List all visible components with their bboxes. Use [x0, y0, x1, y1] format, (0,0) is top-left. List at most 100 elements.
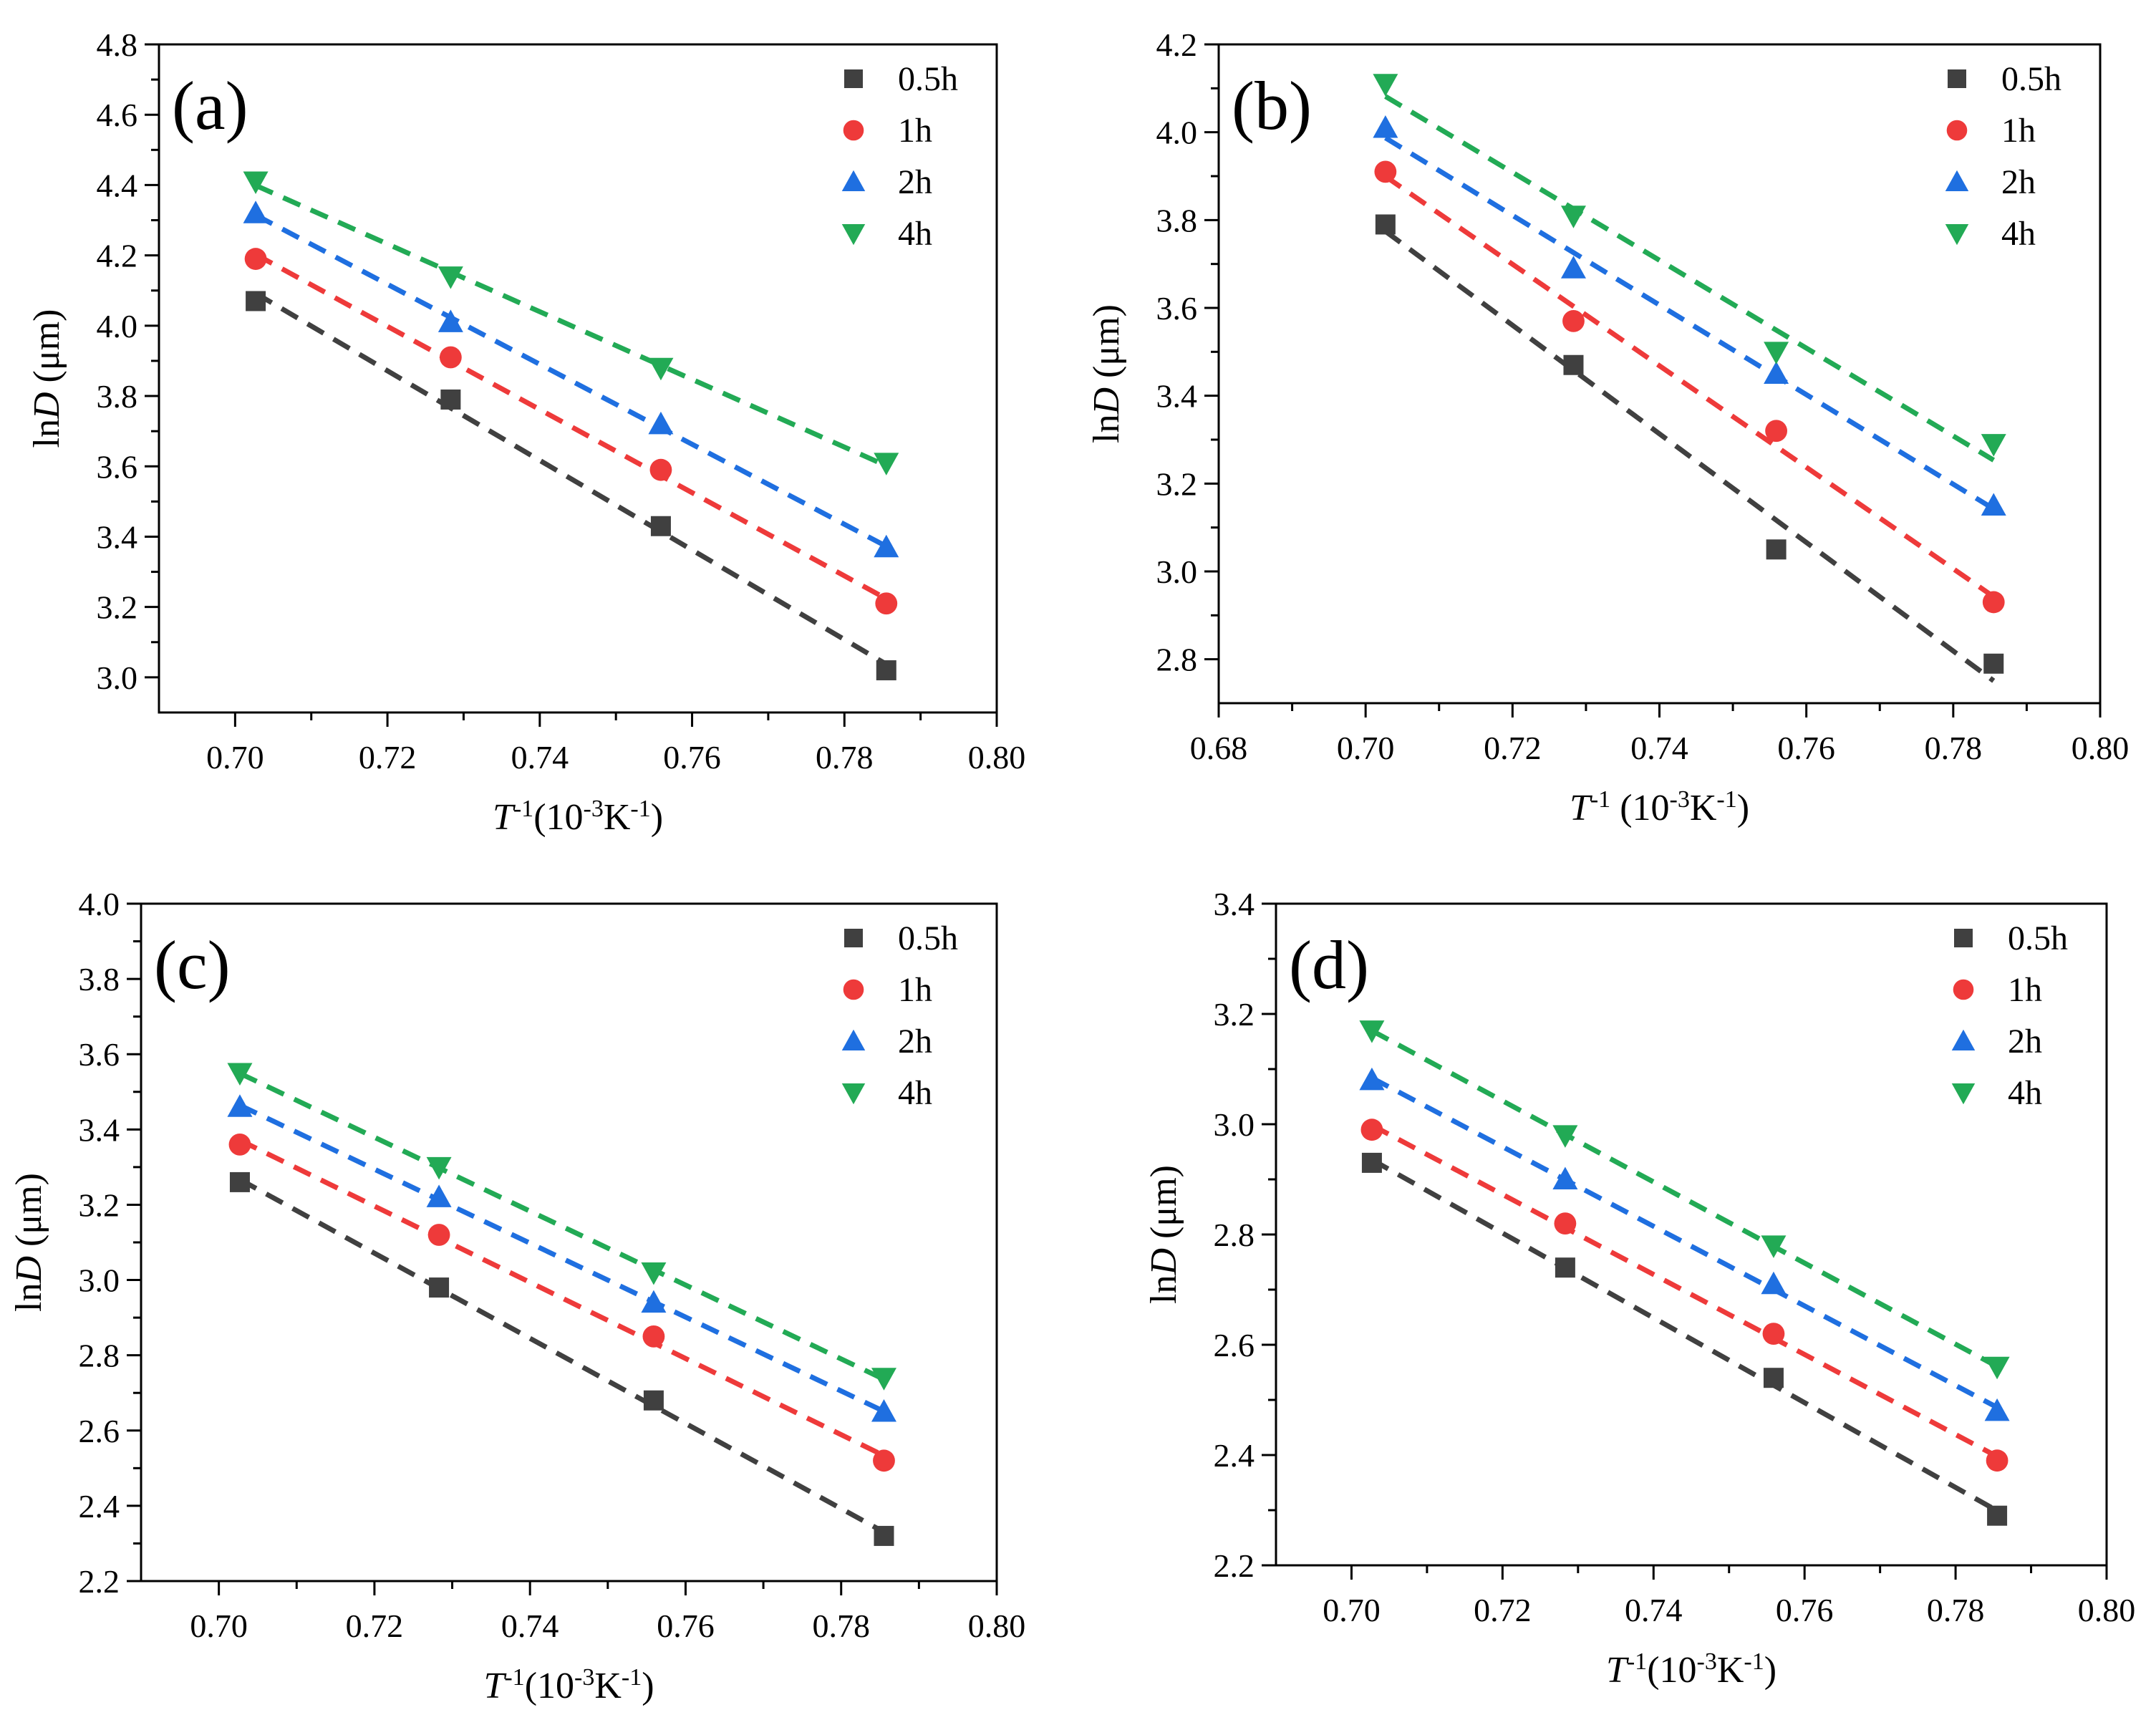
legend-marker-1h [1946, 120, 1968, 141]
y-tick-label: 3.6 [97, 448, 138, 485]
data-point-0.5h [1375, 214, 1396, 235]
x-tick-label: 0.78 [1925, 730, 1983, 766]
x-tick-label: 0.74 [511, 739, 569, 775]
y-tick-label: 3.6 [79, 1036, 120, 1073]
data-point-2h [243, 200, 269, 223]
data-point-0.5h [429, 1277, 450, 1298]
x-axis-title-var: T [493, 797, 516, 838]
data-point-4h [1560, 206, 1586, 228]
data-point-0.5h [874, 1525, 894, 1546]
legend-label: 4h [2008, 1074, 2042, 1112]
fit-line-1h [1371, 1123, 1998, 1459]
data-point-1h [439, 346, 462, 369]
y-axis-title-text: (μm) [26, 309, 67, 392]
x-axis-title-sup: -1 [1716, 786, 1736, 813]
x-axis-title-sup: -3 [574, 1664, 594, 1691]
data-point-0.5h [650, 516, 671, 536]
legend: 0.5h 1h 2h 4h [841, 60, 958, 253]
x-axis-title: T-1(10-3K-1) [1606, 1648, 1776, 1691]
fit-line-4h [1371, 1028, 1998, 1369]
plot-frame [1217, 43, 2102, 705]
series-0.5h [1375, 214, 2004, 674]
data-point-4h [1984, 1356, 2010, 1380]
y-tick-label: 4.8 [97, 26, 138, 63]
data-point-4h [1373, 74, 1398, 97]
fit-line-0.5h [1383, 229, 1996, 683]
plot-frame [140, 902, 998, 1583]
data-point-0.5h [1766, 539, 1787, 560]
data-point-2h [1373, 115, 1398, 138]
data-point-4h [871, 1368, 896, 1391]
y-tick-label: 3.2 [97, 589, 138, 626]
y-tick-label: 4.2 [97, 238, 138, 274]
x-axis-title-sup: -3 [584, 796, 604, 822]
x-tick-label: 0.70 [1337, 730, 1395, 766]
data-point-2h [227, 1094, 253, 1117]
data-point-1h [875, 592, 898, 615]
y-axis-title-text: ln [1086, 415, 1127, 443]
legend-label: 1h [898, 112, 932, 150]
series-0.5h [1361, 1152, 2008, 1526]
y-tick-label: 2.4 [1214, 1437, 1255, 1474]
x-tick-label: 0.70 [206, 739, 264, 775]
x-tick-label: 0.74 [1630, 730, 1688, 766]
y-axis-title-text: ln [26, 419, 67, 448]
x-axis-title-var: T [1606, 1650, 1629, 1691]
y-axis-title: lnD (μm) [1144, 1165, 1184, 1304]
legend-label: 4h [898, 215, 932, 253]
x-axis-title-text: ) [651, 797, 663, 838]
data-point-4h [641, 1262, 667, 1285]
y-tick-label: 4.2 [1156, 26, 1198, 63]
fit-line-1h [238, 1138, 886, 1458]
y-tick-label: 2.8 [79, 1338, 120, 1374]
data-point-0.5h [1983, 653, 2004, 674]
y-tick-label: 4.0 [79, 886, 120, 922]
data-point-2h [871, 1399, 896, 1422]
x-axis-title: T-1 (10-3K-1) [1570, 786, 1749, 829]
x-tick-label: 0.80 [968, 739, 1026, 775]
x-axis-title-text: ) [1737, 788, 1749, 828]
series-2h [1359, 1067, 2010, 1421]
x-axis-title-sup: -1 [504, 1664, 524, 1691]
y-axis-title: lnD (μm) [9, 1173, 49, 1312]
data-point-1h [228, 1133, 251, 1156]
x-tick-label: 0.72 [1484, 730, 1542, 766]
x-tick-label: 0.70 [190, 1608, 248, 1644]
legend-marker-1h [843, 979, 864, 1000]
data-point-4h [1764, 342, 1789, 364]
series-2h [1373, 115, 2006, 516]
fit-line-4h [1384, 94, 1996, 463]
x-tick-label: 0.74 [501, 1608, 559, 1644]
fit-line-1h [254, 252, 888, 601]
x-axis-title: T-1(10-3K-1) [493, 796, 663, 839]
legend-label: 0.5h [898, 919, 958, 957]
x-axis-title: T-1(10-3K-1) [483, 1664, 654, 1707]
data-point-2h [648, 411, 674, 435]
data-point-2h [438, 309, 463, 332]
x-axis-title-text: (10 [525, 1666, 574, 1706]
data-point-1h [1554, 1212, 1577, 1234]
legend-label: 1h [2008, 971, 2042, 1009]
y-tick-label: 3.0 [97, 659, 138, 696]
chart-panel-4: 0.70 0.72 0.74 0.76 0.78 0.80 2.2 2.4 2.6 2.8 3.0 3… [1144, 886, 2135, 1691]
x-tick-label: 0.68 [1190, 730, 1248, 766]
y-axis-title-var: D [1144, 1248, 1184, 1276]
data-point-1h [427, 1224, 450, 1246]
x-tick-label: 0.74 [1625, 1592, 1683, 1628]
data-point-1h [642, 1325, 665, 1348]
data-point-0.5h [1763, 1368, 1784, 1388]
x-axis-title-var: T [483, 1666, 506, 1706]
y-tick-label: 4.6 [97, 97, 138, 133]
series-2h [243, 200, 899, 558]
x-axis-title-text: K [604, 797, 631, 838]
y-tick-label: 3.0 [79, 1262, 120, 1299]
x-tick-label: 0.72 [359, 739, 417, 775]
y-axis-title-text: ln [1144, 1275, 1184, 1304]
legend-marker-2h [841, 170, 866, 191]
legend: 0.5h 1h 2h 4h [841, 919, 958, 1112]
y-tick-label: 3.0 [1156, 554, 1198, 590]
x-tick-label: 0.80 [968, 1608, 1026, 1644]
legend-marker-2h [1951, 1029, 1976, 1050]
series-1h [228, 1133, 895, 1472]
y-tick-label: 3.6 [1156, 290, 1198, 327]
